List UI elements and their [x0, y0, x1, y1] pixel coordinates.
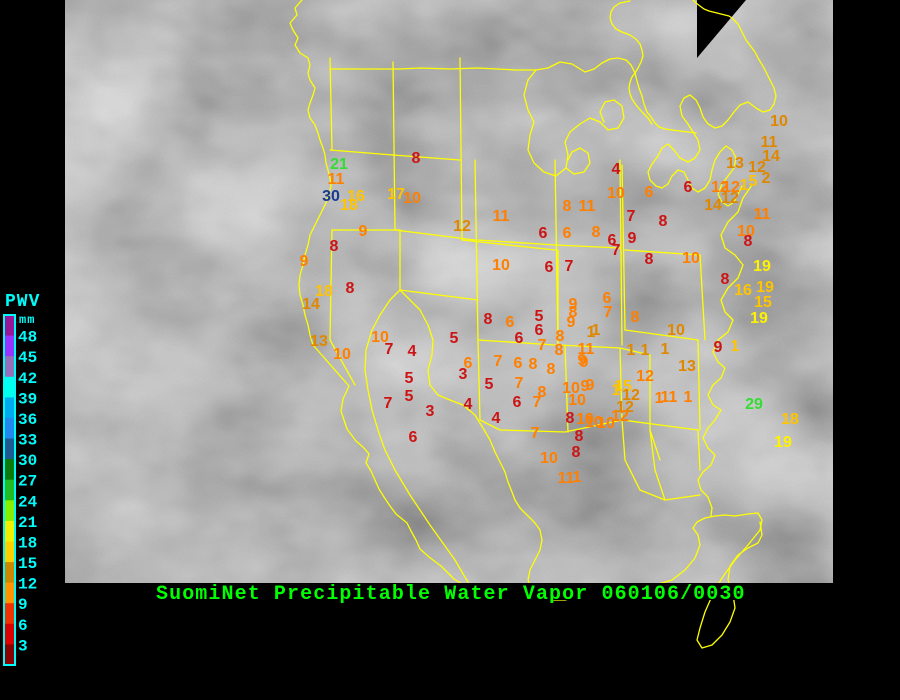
svg-text:9: 9: [18, 596, 28, 614]
svg-text:48: 48: [18, 329, 37, 347]
svg-text:33: 33: [18, 432, 37, 450]
svg-text:45: 45: [18, 349, 37, 367]
svg-text:21: 21: [18, 514, 37, 532]
svg-text:27: 27: [18, 473, 37, 491]
svg-text:12: 12: [18, 576, 37, 594]
svg-text:15: 15: [18, 555, 37, 573]
svg-text:39: 39: [18, 390, 37, 408]
svg-text:18: 18: [18, 535, 37, 553]
svg-text:42: 42: [18, 370, 37, 388]
svg-text:6: 6: [18, 617, 28, 635]
svg-text:PWV: PWV: [5, 292, 40, 312]
svg-text:36: 36: [18, 411, 37, 429]
svg-text:mm: mm: [19, 313, 35, 327]
svg-text:24: 24: [18, 493, 38, 511]
svg-text:3: 3: [18, 637, 28, 655]
svg-text:30: 30: [18, 452, 37, 470]
